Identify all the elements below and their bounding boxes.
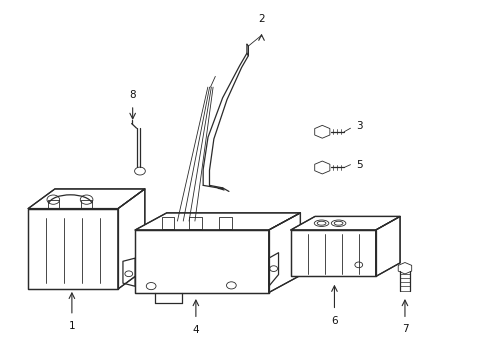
Text: 5: 5: [356, 159, 362, 170]
Polygon shape: [268, 213, 300, 293]
Polygon shape: [135, 230, 268, 293]
Polygon shape: [375, 216, 399, 276]
Text: 6: 6: [330, 316, 337, 326]
Polygon shape: [118, 189, 144, 289]
Text: 7: 7: [401, 324, 407, 334]
Polygon shape: [28, 208, 118, 289]
Text: 8: 8: [129, 90, 136, 100]
Polygon shape: [290, 216, 399, 230]
Polygon shape: [135, 213, 300, 230]
Text: 4: 4: [192, 325, 199, 335]
Text: 3: 3: [356, 121, 362, 131]
Text: 2: 2: [258, 14, 264, 23]
Polygon shape: [290, 230, 375, 276]
Polygon shape: [28, 189, 144, 208]
Ellipse shape: [330, 220, 345, 226]
Ellipse shape: [314, 220, 328, 226]
Text: 1: 1: [68, 321, 75, 331]
